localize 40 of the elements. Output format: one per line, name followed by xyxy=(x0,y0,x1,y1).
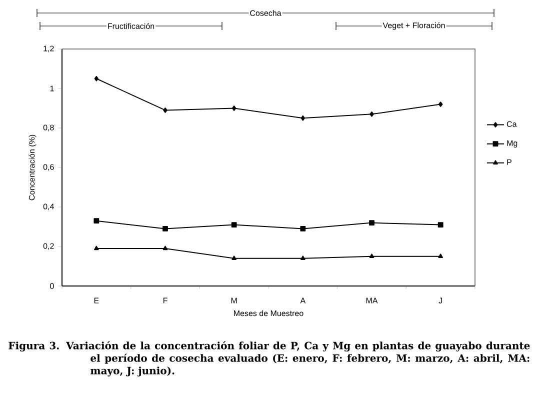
y-tick-label: 0 xyxy=(50,283,54,289)
y-tick-label: 0,6 xyxy=(43,164,54,171)
point xyxy=(300,115,306,121)
y-axis-title: Concentración (%) xyxy=(28,134,36,200)
x-tick-label: F xyxy=(163,298,168,304)
point xyxy=(163,108,168,113)
y-tick-label: 1,2 xyxy=(44,46,54,52)
point xyxy=(438,222,444,228)
text: Cosecha xyxy=(250,10,282,16)
point xyxy=(300,226,306,232)
x-axis-title: Meses de Muestreo xyxy=(234,310,304,316)
y-tick-label: 0,4 xyxy=(43,204,54,210)
text: Veget + Floración xyxy=(382,22,445,30)
text: Figura 3. Variación de la concentración foliar de P, Ca y Mg en plantas de guayabo durante el período de cosecha evaluado (E: enero, F: febrero, M: marzo, A: abril, MA: mayo, J: junio). xyxy=(8,341,530,376)
point xyxy=(94,76,99,82)
y-tick-label: 0,2 xyxy=(43,243,54,250)
point xyxy=(232,106,236,111)
x-tick-label: M xyxy=(231,298,237,304)
point xyxy=(162,246,168,250)
point xyxy=(369,254,374,258)
legend-label: Mg xyxy=(507,140,518,148)
x-tick-label: A xyxy=(300,298,306,304)
x-tick-label: E xyxy=(94,298,99,304)
legend-label: P xyxy=(507,159,512,165)
text: Fructificación xyxy=(108,23,154,29)
point xyxy=(94,218,100,224)
point xyxy=(231,222,237,228)
point xyxy=(94,246,99,250)
point xyxy=(370,111,374,117)
point xyxy=(438,254,443,258)
x-tick-label: J xyxy=(438,298,442,304)
legend-label: Ca xyxy=(506,121,517,127)
point xyxy=(300,256,306,260)
point xyxy=(232,256,236,260)
x-tick-label: MA xyxy=(366,298,378,304)
y-tick-label: 1 xyxy=(50,86,54,92)
point xyxy=(369,220,374,226)
point xyxy=(162,226,168,232)
point xyxy=(438,102,443,107)
y-tick-label: 0,8 xyxy=(43,124,54,132)
